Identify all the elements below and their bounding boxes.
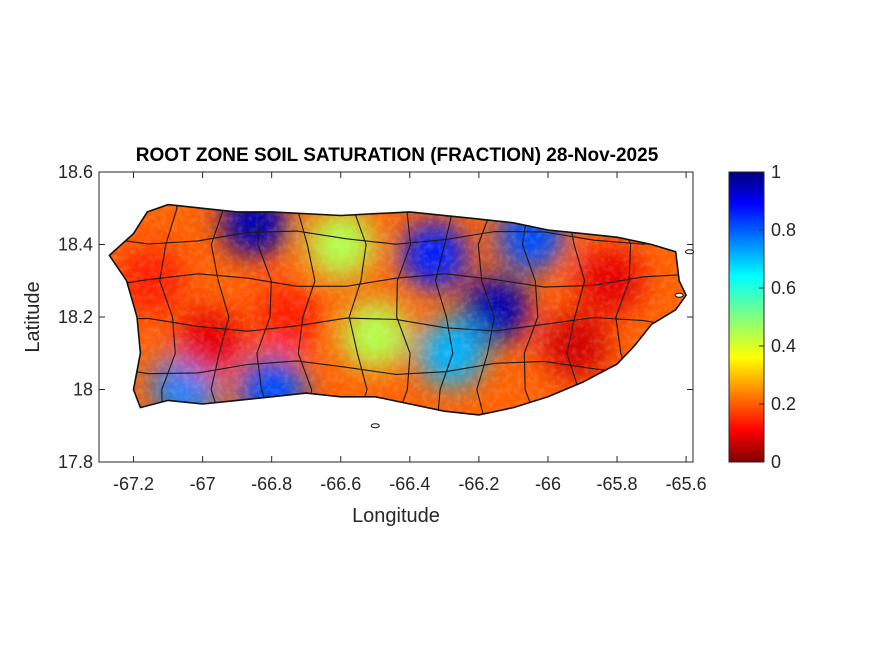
- y-tick-label: 18.6: [58, 162, 93, 182]
- colorbar-tick-label: 0: [771, 452, 781, 472]
- colorbar-tick-label: 0.2: [771, 394, 796, 414]
- municipality-boundary: [109, 273, 687, 288]
- colorbar-tick-label: 0.6: [771, 278, 796, 298]
- x-tick-label: -66.2: [458, 474, 499, 494]
- x-tick-label: -66.6: [320, 474, 361, 494]
- x-axis-ticks: -67.2 -67 -66.8 -66.6 -66.4 -66.2 -66 -65.8 -65.…: [113, 172, 707, 494]
- colorbar-tick-label: 1: [771, 162, 781, 182]
- x-tick-label: -67: [190, 474, 216, 494]
- municipality-boundary: [109, 316, 687, 332]
- y-axis-label: Latitude: [22, 281, 44, 352]
- y-axis-ticks: 18.6 18.4 18.2 18 17.8: [58, 162, 693, 472]
- municipality-boundary: [109, 230, 687, 245]
- y-tick-label: 17.8: [58, 452, 93, 472]
- islet: [370, 423, 380, 429]
- colorbar-tick-label: 0.4: [771, 336, 796, 356]
- islet: [685, 249, 695, 255]
- y-tick-label: 18: [73, 380, 93, 400]
- x-tick-label: -66.4: [389, 474, 430, 494]
- municipality-boundary: [109, 360, 687, 376]
- colorbar: [728, 171, 765, 463]
- offshore-islets: [370, 249, 695, 429]
- x-tick-label: -65.6: [666, 474, 707, 494]
- y-tick-label: 18.2: [58, 307, 93, 327]
- colorbar-tick-label: 0.8: [771, 220, 796, 240]
- x-tick-label: -66.8: [251, 474, 292, 494]
- x-tick-label: -67.2: [113, 474, 154, 494]
- y-tick-label: 18.4: [58, 235, 93, 255]
- x-tick-label: -66: [535, 474, 561, 494]
- colorbar-ticks: 1 0.8 0.6 0.4 0.2 0: [759, 162, 796, 472]
- chart-title: ROOT ZONE SOIL SATURATION (FRACTION) 28-…: [136, 145, 659, 166]
- x-tick-label: -65.8: [597, 474, 638, 494]
- islet: [674, 292, 684, 298]
- island-outline: [108, 203, 688, 416]
- x-axis-label: Longitude: [352, 505, 440, 527]
